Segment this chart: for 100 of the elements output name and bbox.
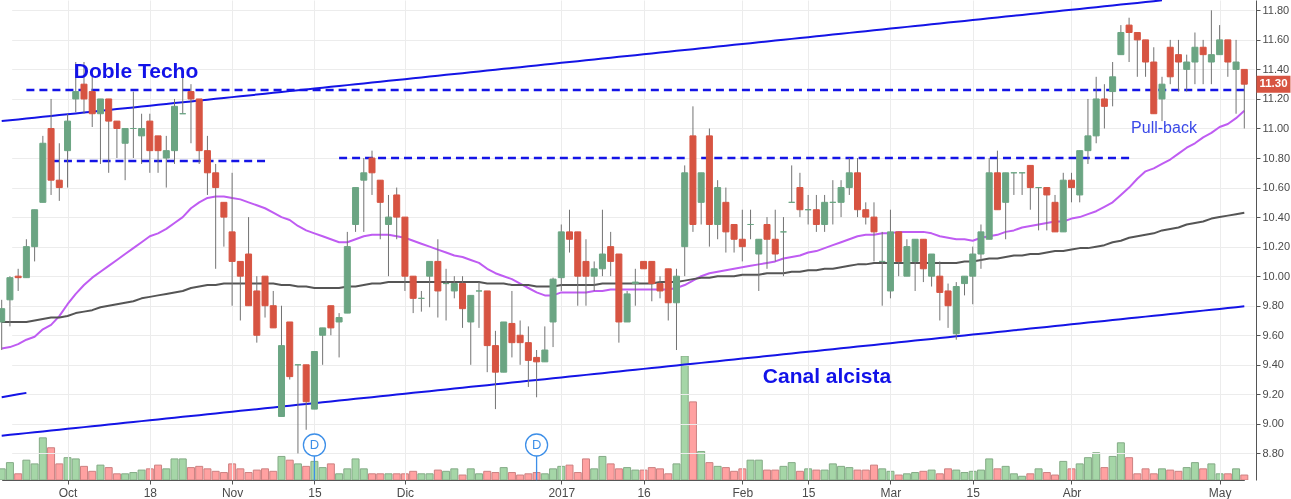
bar [688, 401, 697, 480]
annotation: D [309, 437, 320, 452]
candlestick [360, 157, 368, 233]
y-tick-label: 9.40 [1262, 358, 1284, 371]
y-tick-label: 10.60 [1262, 181, 1291, 194]
candlestick [327, 305, 335, 336]
bar [384, 473, 393, 480]
y-tick-label: 10.20 [1262, 240, 1291, 253]
y-tick-label: 9.80 [1262, 299, 1284, 312]
annotation: Doble Techo [73, 59, 199, 82]
bar [1026, 473, 1035, 480]
candlestick [1199, 39, 1207, 85]
candlestick [1232, 39, 1240, 115]
bar [1158, 468, 1167, 480]
y-tick-label: 9.00 [1262, 417, 1284, 430]
y-tick-label: 9.60 [1262, 328, 1284, 341]
candlestick [376, 179, 384, 240]
candlestick [1043, 187, 1051, 231]
bar [812, 469, 821, 480]
y-tick-label: 10.00 [1262, 269, 1291, 282]
x-tick-label: 15 [308, 485, 322, 499]
bar [894, 474, 903, 480]
x-tick-label: Nov [221, 485, 244, 499]
candlestick [1109, 61, 1117, 107]
candlestick [319, 327, 327, 366]
bar [705, 462, 714, 480]
bar [285, 459, 294, 480]
annotation: D [531, 437, 542, 452]
y-tick-label: 10.80 [1262, 151, 1291, 164]
bar [795, 470, 804, 480]
candlestick [220, 201, 228, 248]
y-tick-label: 11.40 [1262, 62, 1290, 75]
candlestick [1026, 164, 1034, 211]
candlestick [796, 172, 804, 218]
y-tick-label: 10.40 [1262, 210, 1291, 223]
x-tick-label: 15 [801, 485, 816, 499]
y-tick-label: 11.00 [1262, 121, 1290, 134]
bar [302, 465, 311, 480]
candlestick [6, 275, 14, 327]
bar [927, 469, 936, 480]
bar [458, 474, 467, 480]
annotation: Canal alcista [762, 364, 892, 387]
x-tick-label: Oct [58, 485, 79, 499]
y-tick-label: 8.80 [1262, 446, 1284, 459]
bar [326, 463, 335, 480]
bar [14, 473, 23, 480]
y-tick-label: 11.80 [1262, 3, 1290, 16]
candlestick [368, 150, 376, 196]
candlestick [475, 281, 483, 329]
candlestick [1100, 83, 1108, 129]
candlestick [1224, 39, 1232, 78]
bar [277, 455, 286, 480]
candlestick [821, 194, 829, 233]
bar [804, 468, 813, 480]
bar [1232, 468, 1241, 480]
x-tick-label: Dic [396, 485, 415, 499]
bar [1067, 468, 1076, 480]
bar [713, 465, 722, 480]
bar [697, 450, 706, 480]
candlestick [335, 312, 343, 358]
candlestick [1158, 76, 1166, 122]
candlestick [96, 98, 104, 165]
candlestick [1240, 68, 1248, 129]
candlestick [426, 260, 434, 308]
bar [293, 463, 302, 480]
y-tick-label: 9.20 [1262, 387, 1284, 400]
candlestick [384, 194, 392, 277]
candlestick [450, 275, 458, 299]
bar [1059, 460, 1068, 480]
bar [1240, 474, 1249, 480]
x-tick-label: Mar [880, 485, 902, 499]
x-tick-label: Abr [1062, 485, 1082, 499]
x-tick-label: 16 [637, 485, 652, 499]
candlestick [779, 216, 787, 277]
bar [1034, 468, 1043, 480]
candlestick [812, 194, 820, 233]
candlestick [541, 325, 549, 363]
bar [993, 468, 1002, 480]
candlestick [928, 253, 936, 288]
x-tick-label: 15 [966, 485, 981, 499]
bar [1223, 473, 1232, 480]
line-series [0, 305, 1246, 437]
candlestick [0, 299, 6, 351]
bar [919, 470, 928, 480]
x-tick-label: May [1208, 485, 1232, 499]
bar [499, 467, 508, 480]
bar [1100, 467, 1109, 480]
y-tick-label: 11.60 [1262, 33, 1290, 46]
candlestick [755, 238, 763, 292]
bar [96, 464, 105, 480]
candlestick [1067, 172, 1075, 203]
line-series [0, 109, 1246, 350]
candlestick [1117, 24, 1125, 56]
candlestick [138, 113, 146, 165]
x-tick-label: 18 [143, 485, 158, 499]
bar [1199, 468, 1208, 480]
x-tick-label: 2017 [548, 485, 576, 499]
candlestick [631, 268, 639, 307]
y-tick-label: 11.20 [1262, 92, 1290, 105]
bar [433, 469, 442, 480]
